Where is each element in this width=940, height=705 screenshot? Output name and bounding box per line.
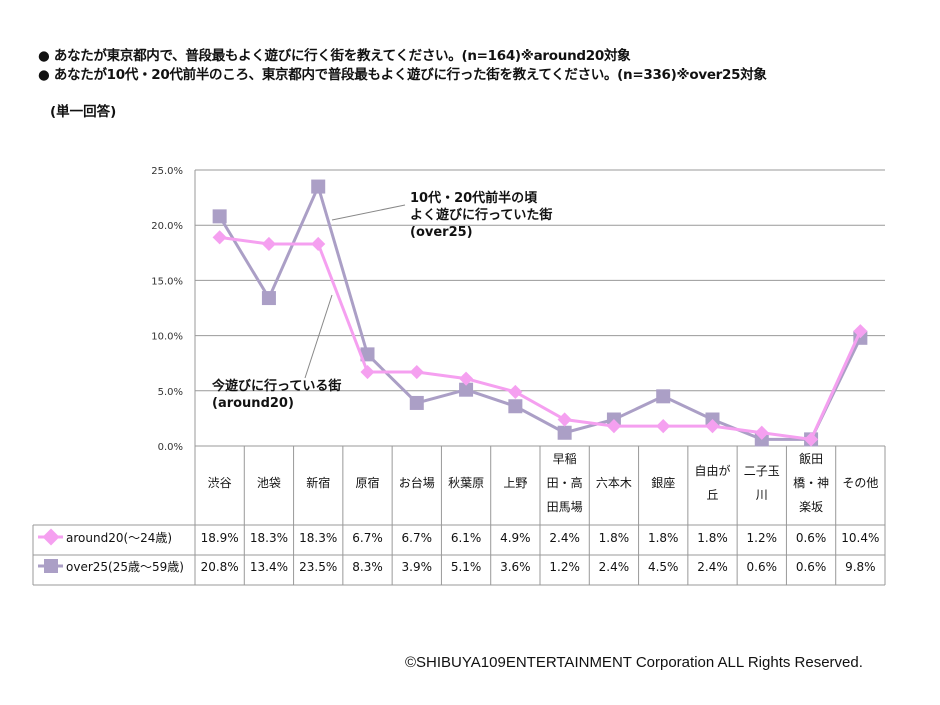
series-line — [219, 235, 862, 442]
data-cell: 4.9% — [500, 531, 531, 545]
annotation-line: よく遊びに行っていた街 — [410, 208, 553, 223]
annotation-around20: 今遊びに行っている街 (around20) — [212, 378, 341, 412]
y-tick-label: 0.0% — [158, 442, 183, 453]
data-cell: 0.6% — [796, 531, 827, 545]
data-point — [459, 371, 474, 386]
data-cell: 3.6% — [500, 560, 531, 574]
y-tick-label: 5.0% — [158, 387, 183, 398]
data-cell: 1.8% — [599, 531, 630, 545]
answer-type-note: (単一回答) — [50, 104, 117, 120]
category-label: 田・高 — [547, 475, 583, 490]
question-2: ● あなたが10代・20代前半のころ、東京都内で普段最もよく遊びに行った街を教え… — [38, 67, 767, 83]
data-point — [311, 236, 326, 252]
data-cell: 1.8% — [697, 531, 728, 545]
copyright: ©SHIBUYA109ENTERTAINMENT Corporation ALL… — [405, 654, 863, 671]
data-point — [508, 384, 523, 399]
annotation-line: 10代・20代前半の頃 — [410, 191, 538, 206]
data-point — [853, 324, 868, 339]
data-point — [409, 364, 424, 380]
data-cell: 0.6% — [747, 560, 778, 574]
data-cell: 3.9% — [402, 560, 433, 574]
y-tick-label: 20.0% — [151, 221, 183, 232]
data-point — [311, 179, 326, 194]
legend-marker — [44, 559, 58, 573]
data-cell: 2.4% — [599, 560, 630, 574]
category-label: 二子玉 — [744, 464, 780, 478]
annotation-line: (around20) — [212, 396, 294, 411]
data-point — [261, 291, 276, 306]
category-label: 自由が — [694, 463, 730, 478]
category-label: 上野 — [503, 476, 527, 490]
y-tick-label: 10.0% — [151, 332, 183, 343]
data-point — [656, 389, 671, 404]
category-label: 早稲 — [553, 452, 577, 466]
series-line — [218, 182, 862, 441]
data-cell: 1.2% — [747, 531, 778, 545]
category-label: 橋・神 — [793, 476, 829, 490]
legend-label: around20(～24歳) — [66, 531, 172, 545]
data-cell: 18.3% — [299, 531, 337, 545]
data-cell: 5.1% — [451, 560, 482, 574]
annotation-leader — [331, 204, 406, 221]
category-label: 田馬場 — [547, 500, 583, 514]
data-cell: 6.7% — [352, 531, 383, 545]
data-cell: 0.6% — [796, 560, 827, 574]
data-cell: 4.5% — [648, 560, 679, 574]
legend-label: over25(25歳～59歳) — [66, 560, 184, 574]
question-1: ● あなたが東京都内で、普段最もよく遊びに行く街を教えてください。(n=164)… — [38, 48, 631, 64]
data-point — [557, 425, 572, 440]
category-label: 池袋 — [257, 476, 281, 490]
data-cell: 2.4% — [549, 531, 580, 545]
category-label: その他 — [842, 476, 878, 490]
annotation-leader — [304, 294, 333, 379]
category-label: お台場 — [399, 475, 435, 490]
data-point — [606, 419, 621, 434]
category-label: 原宿 — [355, 475, 379, 490]
data-cell: 6.1% — [451, 531, 482, 545]
data-point — [261, 236, 276, 252]
data-cell: 1.8% — [648, 531, 679, 545]
data-cell: 9.8% — [845, 560, 876, 574]
data-point — [459, 382, 474, 397]
annotation-line: 今遊びに行っている街 — [212, 379, 342, 394]
category-label: 丘 — [706, 488, 718, 502]
data-point — [360, 347, 375, 362]
data-point — [656, 419, 671, 434]
data-point — [212, 209, 227, 224]
data-cell: 8.3% — [352, 560, 383, 574]
data-point — [557, 412, 572, 427]
data-point — [705, 419, 720, 434]
category-label: 銀座 — [651, 475, 675, 490]
data-point — [508, 399, 523, 414]
data-cell: 2.4% — [697, 560, 728, 574]
data-cell: 18.3% — [250, 531, 288, 545]
y-tick-label: 15.0% — [151, 276, 183, 287]
data-cell: 10.4% — [841, 531, 879, 545]
category-label: 六本木 — [596, 476, 632, 490]
category-label: 飯田 — [799, 451, 823, 466]
data-point — [804, 432, 819, 447]
legend-marker — [42, 528, 60, 546]
category-label: 楽坂 — [799, 500, 823, 514]
annotation-line: (over25) — [410, 225, 473, 240]
data-point — [754, 425, 769, 440]
data-point — [360, 364, 375, 380]
data-point — [212, 230, 227, 245]
data-cell: 20.8% — [201, 560, 239, 574]
category-label: 川 — [756, 488, 768, 502]
data-cell: 1.2% — [549, 560, 580, 574]
annotation-over25: 10代・20代前半の頃 よく遊びに行っていた街 (over25) — [410, 190, 552, 241]
data-cell: 18.9% — [201, 531, 239, 545]
data-cell: 6.7% — [402, 531, 433, 545]
category-label: 新宿 — [306, 475, 330, 490]
data-point — [409, 395, 424, 410]
category-label: 秋葉原 — [448, 476, 484, 490]
data-cell: 23.5% — [299, 560, 337, 574]
y-tick-label: 25.0% — [151, 166, 183, 177]
category-label: 渋谷 — [208, 476, 232, 490]
data-cell: 13.4% — [250, 560, 288, 574]
